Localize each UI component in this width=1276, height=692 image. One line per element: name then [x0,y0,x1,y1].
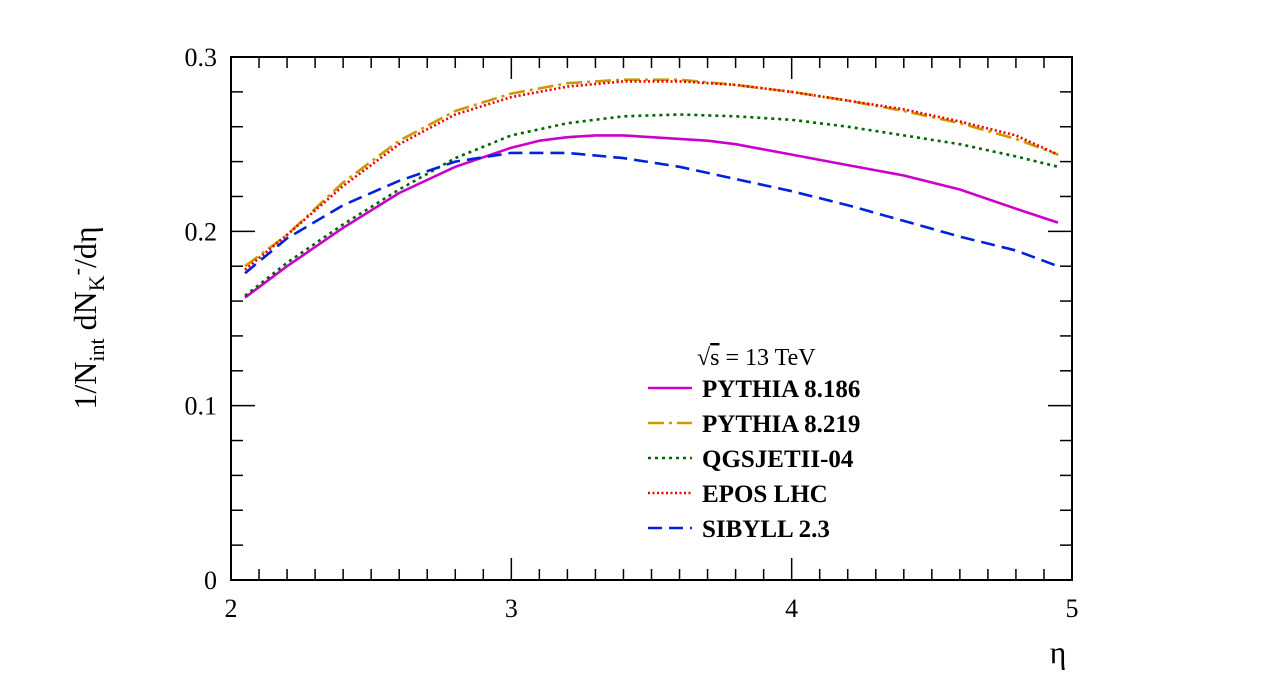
x-axis-title: η [1050,634,1067,670]
y-tick-label: 0.1 [185,392,218,421]
energy-value: = 13 TeV [720,345,817,371]
energy-annotation: √s = 13 TeV [697,345,816,371]
y-title-sub-int: int [84,338,109,361]
svg-text:√s = 13 TeV: √s = 13 TeV [697,345,816,371]
data-series [244,78,1059,299]
series-line-3 [244,80,1059,271]
axis-ticks [230,56,1073,581]
y-title-mid: dN [67,291,103,338]
x-tick-label: 2 [225,594,238,623]
x-tick-labels: 2 3 4 5 [225,594,1079,623]
legend-label-4: SIBYLL 2.3 [702,516,830,543]
legend: PYTHIA 8.186 PYTHIA 8.219 QGSJETII-04 EPOS … [648,376,860,543]
legend-label-1: PYTHIA 8.219 [702,411,860,438]
series-line-1 [244,78,1059,268]
y-title-prefix: 1/N [67,362,103,410]
sqrt-symbol: √ [697,345,711,371]
y-title-suffix: /dη [67,226,103,268]
x-tick-label: 3 [505,594,518,623]
legend-label-3: EPOS LHC [702,481,828,508]
series-line-4 [244,151,1059,275]
sqrt-s-label: s [710,345,719,371]
y-title-sub-k: K [84,275,109,291]
y-tick-label: 0.3 [185,43,218,72]
legend-label-0: PYTHIA 8.186 [702,376,860,403]
y-axis-title: 1/Nint dNK-/dη [64,226,109,409]
x-tick-label: 4 [785,594,798,623]
x-tick-label: 5 [1066,594,1079,623]
series-line-2 [244,113,1059,297]
y-tick-label: 0 [204,566,217,595]
y-title-sup: - [64,268,89,275]
plot-frame [230,56,1073,581]
legend-label-2: QGSJETII-04 [702,446,854,473]
y-tick-labels: 0 0.1 0.2 0.3 [185,43,218,595]
series-line-0 [244,134,1059,299]
y-tick-label: 0.2 [185,217,218,246]
